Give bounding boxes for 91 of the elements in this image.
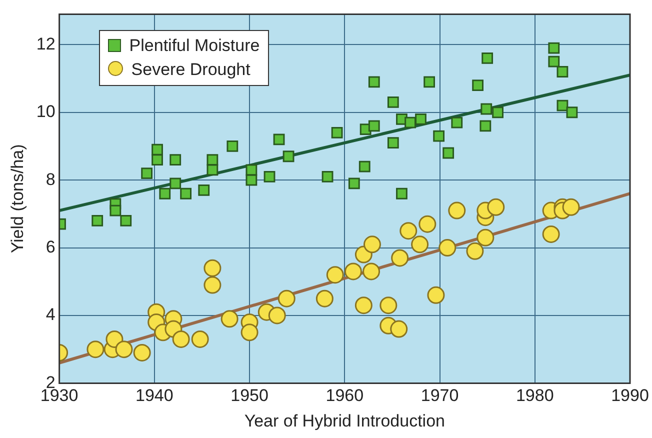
point <box>442 147 454 159</box>
x-tick-label: 1990 <box>611 386 649 406</box>
point <box>358 160 370 172</box>
point <box>86 340 104 358</box>
point <box>466 242 484 260</box>
point <box>448 202 466 220</box>
point <box>424 76 436 88</box>
point <box>92 215 104 226</box>
y-tick-label: 8 <box>46 170 56 189</box>
y-axis-title: Yield (tons/ha) <box>8 144 27 254</box>
point <box>120 215 132 226</box>
x-tick-label: 1980 <box>516 386 554 406</box>
point <box>451 116 463 128</box>
point <box>548 56 560 68</box>
point <box>404 116 416 128</box>
x-tick-label: 1960 <box>326 386 364 406</box>
x-tick-label: 1950 <box>230 386 268 406</box>
point <box>152 144 163 156</box>
point <box>427 286 445 304</box>
point <box>368 120 380 132</box>
point <box>246 174 258 186</box>
point <box>246 164 258 176</box>
point <box>400 222 418 240</box>
point <box>562 198 580 216</box>
legend-label: Plentiful Moisture <box>128 35 260 58</box>
point <box>556 66 568 78</box>
point <box>348 178 360 190</box>
point <box>226 140 238 152</box>
point <box>159 188 171 200</box>
point <box>141 168 153 180</box>
point <box>326 266 344 284</box>
legend-label: Severe Drought <box>130 59 252 82</box>
point <box>206 154 218 166</box>
point <box>480 103 492 115</box>
point <box>542 225 560 243</box>
point <box>362 262 380 280</box>
point <box>170 178 182 190</box>
point <box>480 120 492 132</box>
point <box>492 106 504 118</box>
point <box>268 306 286 324</box>
point <box>390 320 408 338</box>
point <box>363 236 381 254</box>
x-tick-label: 1970 <box>420 386 459 406</box>
point <box>110 204 122 216</box>
point <box>180 188 192 200</box>
point <box>344 262 362 280</box>
point <box>415 113 426 125</box>
x-tick-label: 1940 <box>136 386 174 406</box>
point <box>170 154 182 166</box>
point <box>172 330 190 348</box>
point <box>152 154 163 166</box>
point <box>380 296 398 314</box>
point <box>482 52 494 64</box>
point <box>368 76 380 88</box>
point <box>133 344 151 362</box>
point <box>418 215 436 233</box>
point <box>198 184 210 196</box>
point <box>204 276 222 294</box>
x-axis-title: Year of Hybrid Introduction <box>244 411 445 430</box>
point <box>240 324 258 342</box>
point <box>115 340 133 358</box>
y-tick-label: 12 <box>36 34 56 54</box>
point <box>220 310 238 328</box>
point <box>476 228 494 246</box>
y-tick-label: 6 <box>46 237 56 256</box>
point <box>206 164 218 176</box>
point <box>396 188 408 200</box>
point <box>472 80 484 91</box>
point <box>322 170 334 182</box>
point <box>273 134 285 146</box>
point <box>316 290 334 308</box>
point <box>387 137 399 149</box>
y-tick-label: 10 <box>36 102 56 122</box>
point <box>264 170 276 182</box>
point <box>566 106 578 118</box>
y-tick-label: 4 <box>46 305 56 324</box>
point <box>354 296 372 314</box>
point <box>331 126 343 138</box>
point <box>191 330 209 348</box>
point <box>391 249 409 267</box>
point <box>282 150 294 162</box>
point <box>548 42 560 54</box>
point <box>204 259 222 277</box>
point <box>411 236 429 254</box>
point <box>387 96 399 108</box>
point <box>556 100 568 112</box>
point <box>278 290 296 308</box>
point <box>438 239 456 257</box>
point <box>487 198 505 216</box>
point <box>433 130 445 142</box>
point <box>106 330 124 348</box>
